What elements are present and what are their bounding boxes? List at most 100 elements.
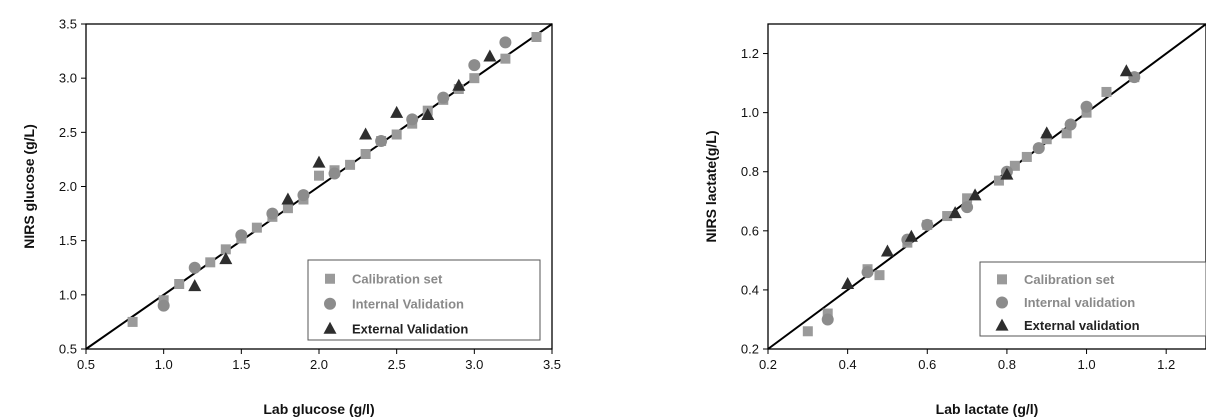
chart2-y-axis-title: NIRS lactate(g/L) [703, 130, 719, 242]
chart2-point-triangle [1000, 167, 1014, 180]
chart1-point-triangle [312, 155, 326, 168]
chart1-point-triangle [390, 105, 404, 118]
chart1-y-tick-label: 3.0 [59, 71, 77, 86]
chart1-point-triangle [281, 192, 295, 205]
chart1-point-triangle [219, 252, 233, 265]
chart1-point-square [205, 257, 216, 268]
chart1-point-triangle [452, 78, 466, 91]
chart1-x-axis-title: Lab glucose (g/l) [263, 401, 374, 417]
chart1-x-tick-label: 2.5 [388, 357, 406, 372]
chart1-point-square [469, 73, 480, 84]
chart2-point-triangle [948, 206, 962, 219]
chart2-point-circle [1080, 100, 1093, 113]
chart1-point-circle [188, 261, 201, 274]
chart1-y-tick-label: 1.5 [59, 233, 77, 248]
chart1-point-circle [499, 36, 512, 49]
chart2-point-circle [861, 266, 874, 279]
chart1-point-square [282, 203, 293, 214]
chart1-legend-marker-square [325, 273, 335, 284]
chart2-legend-label: External validation [1024, 318, 1140, 333]
chart2-x-tick-label: 0.2 [759, 357, 777, 372]
chart1-point-circle [266, 207, 279, 220]
chart1-point-square [251, 222, 262, 233]
chart2-point-circle [821, 313, 834, 326]
chart2-point-circle [921, 218, 934, 231]
chart2-point-triangle [841, 277, 855, 289]
chart1-legend-label: Calibration set [352, 271, 443, 286]
chart2-legend-marker-triangle [995, 318, 1009, 331]
chart1-point-square [220, 244, 231, 255]
chart1-point-square [174, 279, 185, 289]
chart1-point-circle [235, 229, 248, 242]
chart1-x-tick-label: 0.5 [77, 357, 95, 372]
chart2-x-tick-label: 0.6 [918, 357, 936, 372]
chart2-point-triangle [1040, 126, 1054, 139]
chart1-point-square [127, 316, 138, 327]
chart1-point-square [500, 53, 511, 64]
chart2-legend-label: Calibration set [1024, 272, 1115, 287]
chart2-y-tick-label: 0.8 [741, 164, 759, 179]
chart2-y-tick-label: 0.4 [741, 282, 759, 297]
chart1-x-tick-label: 1.5 [232, 357, 250, 372]
chart1-y-axis-title: NIRS glucose (g/L) [21, 124, 37, 248]
chart2-y-tick-label: 1.0 [741, 105, 759, 120]
chart1-x-tick-label: 3.5 [543, 357, 561, 372]
chart1-y-tick-label: 3.5 [59, 17, 77, 32]
chart1-x-tick-label: 1.0 [155, 357, 173, 372]
chart1-legend-marker-circle [324, 297, 336, 310]
chart2-x-tick-label: 1.0 [1078, 357, 1096, 372]
chart1-point-triangle [359, 127, 373, 140]
chart2-x-tick-label: 0.8 [998, 357, 1016, 372]
chart1-y-tick-label: 2.0 [59, 179, 77, 194]
chart2-point-square [1009, 160, 1020, 171]
chart1-point-circle [297, 189, 310, 202]
chart2-legend-label: Internal validation [1024, 295, 1135, 310]
chart2-point-square [993, 175, 1004, 186]
chart2-point-circle [961, 201, 974, 214]
chart2-point-triangle [1119, 64, 1133, 77]
chart1-point-square [531, 32, 542, 42]
chart1-y-tick-label: 1.0 [59, 287, 77, 302]
chart1-point-square [345, 159, 356, 170]
chart2-y-tick-label: 0.2 [741, 342, 759, 357]
chart2-point-square [942, 211, 953, 222]
chart1-point-square [391, 129, 402, 140]
chart2-point-circle [1032, 142, 1045, 155]
chart1-legend-label: Internal Validation [352, 296, 464, 311]
chart2-point-square [802, 326, 813, 337]
chart1-point-circle [468, 59, 481, 72]
chart2-point-triangle [880, 244, 894, 257]
chart2-y-tick-label: 0.6 [741, 223, 759, 238]
chart1-point-triangle [188, 279, 202, 292]
chart2-y-tick-label: 1.2 [741, 46, 759, 61]
chart1-point-circle [437, 91, 450, 104]
chart1-y-tick-label: 0.5 [59, 342, 77, 357]
chart1-point-square [360, 149, 371, 159]
chart2-point-triangle [968, 188, 982, 201]
chart2-point-square [1061, 128, 1072, 139]
chart2-point-circle [1064, 118, 1077, 131]
chart2-legend-box [979, 261, 1206, 337]
chart1-point-circle [157, 299, 170, 312]
chart2-x-axis-title: Lab lactate (g/l) [936, 401, 1039, 417]
chart1-point-triangle [421, 108, 435, 120]
chart1-legend-box [307, 259, 541, 341]
chart1-point-circle [375, 135, 388, 147]
chart2-legend-marker-circle [996, 296, 1008, 309]
chart1-x-tick-label: 2.0 [310, 357, 328, 372]
chart2-x-tick-label: 1.2 [1157, 357, 1175, 372]
chart2-point-square [1101, 86, 1112, 97]
chart1-point-circle [328, 167, 341, 180]
chart1-point-square [314, 170, 324, 181]
chart1-y-tick-label: 2.5 [59, 125, 77, 140]
chart1-legend-marker-triangle [323, 321, 337, 334]
chart2-plot-frame [767, 23, 1206, 350]
chart1-point-circle [406, 113, 419, 126]
chart1-x-tick-label: 3.0 [465, 357, 483, 372]
chart2-point-square [1041, 134, 1052, 145]
chart2-x-tick-label: 0.4 [839, 357, 857, 372]
chart1-legend-label: External Validation [352, 321, 468, 336]
chart2-legend-marker-square [997, 274, 1007, 285]
